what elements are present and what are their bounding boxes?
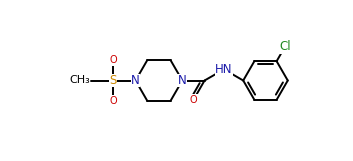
Text: O: O <box>109 95 117 106</box>
Text: N: N <box>131 74 140 87</box>
Text: CH₃: CH₃ <box>69 76 90 85</box>
Text: S: S <box>109 74 117 87</box>
Text: O: O <box>109 55 117 66</box>
Text: HN: HN <box>215 63 233 76</box>
Text: O: O <box>190 95 197 105</box>
Text: Cl: Cl <box>279 40 291 53</box>
Text: N: N <box>178 74 187 87</box>
